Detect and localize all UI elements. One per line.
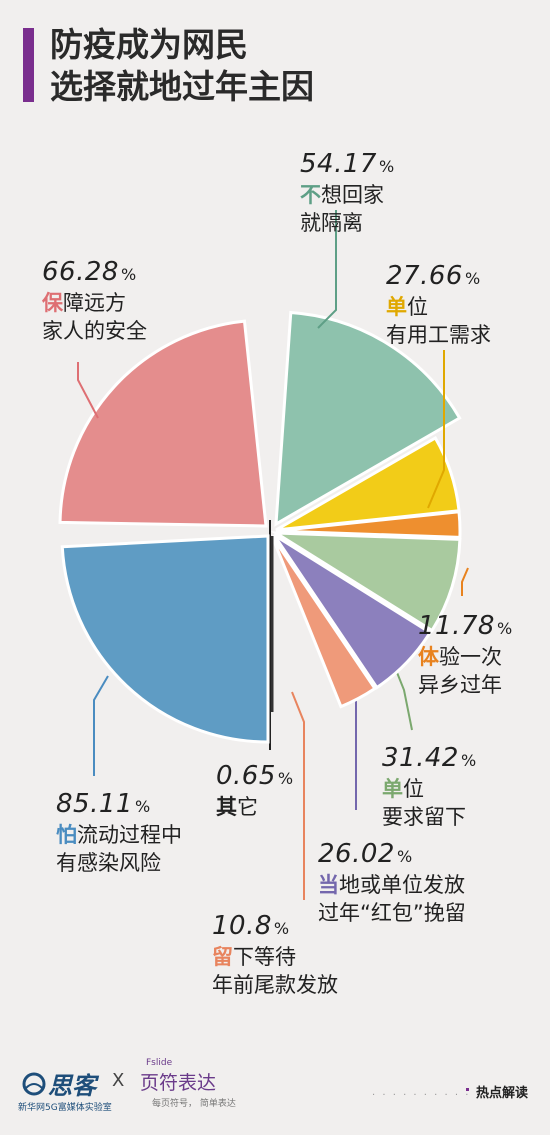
slice-text-line-1: 单位 [382, 777, 424, 801]
slice-value: 26.02% [318, 839, 413, 869]
slice-label-s2: 27.66% 单位有用工需求 [386, 262, 491, 349]
pie-slice-s6 [270, 535, 377, 709]
wave-logo-icon [22, 1072, 46, 1096]
slice-value: 66.28% [42, 257, 137, 287]
logo-sike-subtitle: 新华网5G富媒体实验室 [18, 1103, 112, 1113]
slice-text-line-2: 就隔离 [300, 211, 363, 235]
slice-text-line-1: 体验一次 [418, 645, 502, 669]
slice-value: 27.66% [386, 261, 481, 291]
leader-line-s8 [93, 675, 109, 776]
slice-text-line-1: 留下等待 [212, 945, 296, 969]
slice-value: 85.11% [56, 789, 151, 819]
title-accent-bar [23, 28, 34, 102]
logo-sike: 思客 [48, 1072, 96, 1100]
footer: 思客 新华网5G富媒体实验室 X Fslide 页符表达 每页符号， 简单表达 … [0, 1058, 550, 1118]
logo-separator: X [112, 1070, 125, 1091]
slice-label-s1: 54.17% 不想回家就隔离 [300, 150, 395, 237]
pie-slice-s4 [270, 531, 462, 633]
slice-text-line-1: 其它 [216, 795, 258, 819]
leader-line-s3 [461, 567, 469, 596]
pie-slice-s5 [272, 533, 433, 690]
slice-value: 0.65% [216, 761, 294, 791]
slice-label-s6: 10.8% 留下等待年前尾款发放 [212, 912, 338, 999]
slice-value: 31.42% [382, 743, 477, 773]
slice-value: 54.17% [300, 149, 395, 179]
slice-label-s3: 11.78% 体验一次异乡过年 [418, 612, 513, 699]
logo-fslide-latin: Fslide [146, 1058, 173, 1068]
section-tag: 热点解读 [476, 1086, 529, 1101]
slice-text-line-1: 单位 [386, 295, 428, 319]
logo-fslide: 页符表达 [140, 1072, 217, 1094]
leader-line-s1 [317, 210, 337, 329]
slice-label-s8: 85.11% 怕流动过程中 有感染风险 [56, 790, 182, 877]
title-line-1: 防疫成为网民 [50, 25, 248, 64]
leader-line-s9 [77, 362, 99, 419]
pie-slice-s1 [274, 310, 462, 527]
slice-text-line-2: 要求留下 [382, 805, 466, 829]
slice-label-s4: 31.42% 单位要求留下 [382, 744, 477, 831]
slice-text-line-1: 怕流动过程中 [56, 823, 182, 847]
divider-dots: · · · · · · · · · · [372, 1090, 471, 1101]
pie-slice-s9 [58, 319, 268, 528]
slice-label-s9: 66.28% 保障远方家人的安全 [42, 258, 147, 345]
slice-label-s7: 0.65% 其它 [216, 762, 294, 821]
slice-text-line-2: 家人的安全 [42, 319, 147, 343]
leader-line-s2 [427, 350, 445, 509]
slice-text-line-1: 不想回家 [300, 183, 384, 207]
slice-text-line-2: 过年“红包”挽留 [318, 901, 466, 925]
logo-fslide-slogan: 每页符号， 简单表达 [152, 1099, 236, 1109]
title-line-2: 选择就地过年主因 [50, 67, 314, 106]
slice-label-s5: 26.02% 当地或单位发放 过年“红包”挽留 [318, 840, 466, 927]
slice-text-line-1: 当地或单位发放 [318, 873, 465, 897]
slice-text-line-1: 保障远方 [42, 291, 126, 315]
pie-slice-s8 [60, 534, 270, 744]
section-tag-marker [466, 1088, 469, 1091]
pie-slice-s3 [275, 510, 462, 539]
page-title: 防疫成为网民 选择就地过年主因 [50, 24, 314, 108]
slice-value: 10.8% [212, 911, 290, 941]
slice-text-line-2: 有感染风险 [56, 851, 161, 875]
slice-text-line-2: 异乡过年 [418, 673, 502, 697]
slice-text-line-2: 年前尾款发放 [212, 973, 338, 997]
slice-value: 11.78% [418, 611, 513, 641]
leader-line-s6 [291, 691, 305, 900]
slice-text-line-2: 有用工需求 [386, 323, 491, 347]
